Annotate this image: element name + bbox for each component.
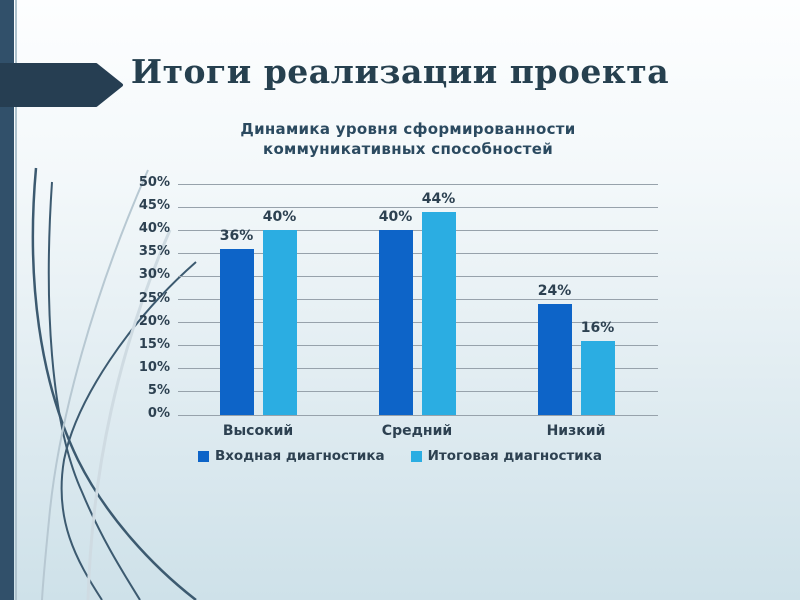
- legend-item: Итоговая диагностика: [410, 448, 603, 464]
- arrow-shape: [0, 63, 123, 107]
- y-tick-label: 40%: [138, 221, 170, 237]
- swoosh-decoration: [31, 167, 197, 600]
- swoosh-curve: [60, 261, 197, 600]
- y-tick-label: 0%: [147, 406, 170, 421]
- bar: [262, 230, 297, 415]
- swoosh-curve: [31, 167, 197, 600]
- gridline: [178, 299, 658, 300]
- gridline: [178, 275, 658, 277]
- bar-value-label: 36%: [219, 227, 254, 244]
- gridline: [178, 229, 658, 231]
- category-label: Низкий: [546, 423, 606, 439]
- sidebar-edge-line: [15, 0, 17, 600]
- gridline: [178, 252, 658, 254]
- legend-swatch: [410, 450, 422, 462]
- legend-label: Входная диагностика: [214, 448, 385, 464]
- y-tick-label: 45%: [138, 198, 170, 214]
- y-tick-label: 20%: [138, 313, 170, 329]
- y-tick-label: 35%: [138, 244, 170, 260]
- y-tick-label: 25%: [138, 290, 170, 306]
- chart-legend: Входная диагностика Итоговая диагностика: [0, 448, 800, 464]
- gridline: [178, 391, 658, 393]
- category-label: Высокий: [222, 423, 294, 439]
- bar-value-label: 24%: [537, 283, 572, 300]
- swoosh-curve: [41, 169, 149, 600]
- gridline: [178, 345, 658, 347]
- swoosh-curve: [47, 181, 141, 600]
- gridline: [178, 206, 658, 208]
- legend-swatch: [197, 450, 209, 462]
- bar-value-label: 16%: [580, 320, 615, 337]
- gridline: [178, 368, 658, 370]
- legend-label: Итоговая диагностика: [427, 448, 603, 464]
- bar-value-label: 40%: [378, 209, 413, 226]
- bar-value-label: 44%: [421, 190, 456, 207]
- legend-item: Входная диагностика: [197, 448, 385, 464]
- y-tick-label: 10%: [138, 359, 170, 375]
- page-title: Итоги реализации проекта: [130, 52, 670, 91]
- y-tick-label: 15%: [138, 336, 170, 352]
- bar: [421, 211, 456, 415]
- bar: [378, 230, 413, 415]
- sidebar-accent-bar: [0, 0, 14, 600]
- bar: [219, 248, 254, 415]
- swoosh-curve: [86, 229, 172, 600]
- category-label: Средний: [381, 423, 453, 439]
- bar: [580, 341, 615, 415]
- gridline: [178, 183, 658, 185]
- bar-value-label: 40%: [262, 209, 297, 226]
- y-tick-label: 30%: [138, 267, 170, 283]
- gridline: [178, 322, 658, 324]
- y-tick-label: 50%: [138, 175, 170, 190]
- y-tick-label: 5%: [147, 382, 170, 398]
- bar: [537, 304, 572, 415]
- gridline: [178, 414, 658, 416]
- chart-title: Динамика уровня сформированности коммуни…: [240, 120, 576, 158]
